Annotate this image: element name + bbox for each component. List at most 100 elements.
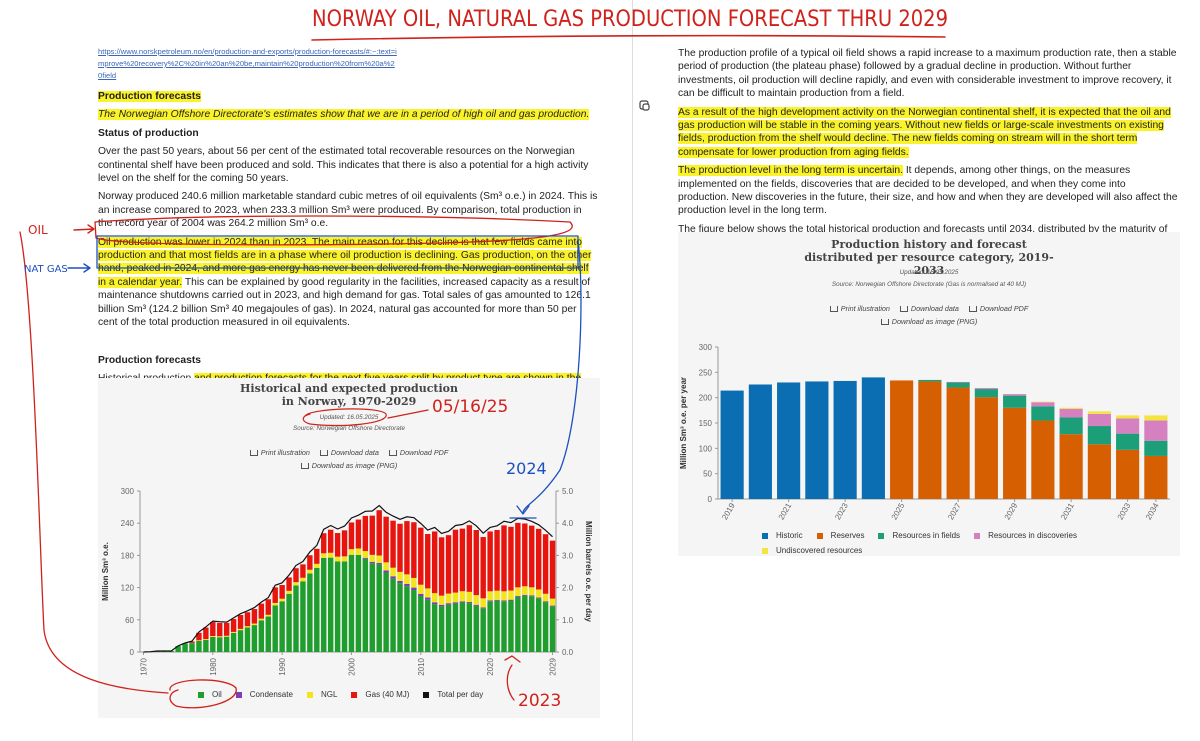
y-tick-label: 300 xyxy=(699,343,713,352)
bar xyxy=(258,603,265,619)
bar xyxy=(237,630,244,652)
bar xyxy=(459,528,466,592)
legend-item[interactable]: NGL xyxy=(306,687,337,702)
source-link[interactable]: https://www.norskpetroleum.no/en/product… xyxy=(98,47,397,80)
button-label[interactable]: Download as image (PNG) xyxy=(311,461,398,470)
bar xyxy=(918,379,942,382)
bar xyxy=(369,563,375,652)
x-tick-label: 1970 xyxy=(139,657,148,675)
bar xyxy=(861,377,885,499)
copilot-icon[interactable] xyxy=(638,99,652,113)
bar xyxy=(890,380,914,499)
bar xyxy=(522,594,528,596)
chart-buttons: Print illustration Download data Download … xyxy=(678,302,1180,328)
bar xyxy=(535,597,542,599)
bar xyxy=(438,537,445,596)
button-label[interactable]: Download as image (PNG) xyxy=(891,317,978,326)
bar xyxy=(535,598,542,652)
bar xyxy=(522,595,528,652)
button[interactable]: Download as image (PNG) xyxy=(880,315,978,328)
legend-swatch xyxy=(974,532,981,539)
button[interactable]: Download as image (PNG) xyxy=(300,459,398,472)
legend-item[interactable]: Resources in fields xyxy=(878,528,960,543)
bar xyxy=(473,604,479,606)
bar xyxy=(974,389,998,398)
button-label[interactable]: Download PDF xyxy=(399,448,449,457)
legend-item[interactable]: Condensate xyxy=(235,687,293,702)
button-label[interactable]: Print illustration xyxy=(840,304,890,313)
button-label[interactable]: Download data xyxy=(330,448,379,457)
bar xyxy=(390,576,396,579)
bar xyxy=(334,556,341,562)
chart-buttons: Print illustration Download data Download … xyxy=(98,446,600,472)
button-label[interactable]: Download data xyxy=(910,304,959,313)
text-run: The production profile of a typical oil … xyxy=(678,48,1177,100)
bar xyxy=(272,587,278,603)
bar xyxy=(362,551,369,558)
x-tick-label: 2020 xyxy=(486,657,495,675)
paragraph: The production level in the long term is… xyxy=(678,164,1178,218)
bar xyxy=(307,569,313,574)
button[interactable]: Download PDF xyxy=(968,302,1029,315)
bar xyxy=(418,527,424,585)
bar xyxy=(300,581,306,652)
bar xyxy=(494,590,500,600)
bar xyxy=(279,585,285,599)
text-run: Norway produced 240.6 million marketable… xyxy=(98,191,598,230)
bar xyxy=(189,641,195,643)
bar xyxy=(1116,449,1140,499)
bar xyxy=(223,635,230,637)
bar xyxy=(265,616,271,652)
bar xyxy=(411,590,417,652)
bar xyxy=(203,627,209,640)
y-axis-title: Million Sm³ o.e. per year xyxy=(679,377,688,469)
bar xyxy=(196,640,202,641)
bar xyxy=(445,535,452,594)
bar xyxy=(203,639,209,652)
bar xyxy=(515,596,521,652)
button[interactable]: Download data xyxy=(899,302,959,315)
bar xyxy=(549,606,556,652)
legend-item[interactable]: Undiscovered resources xyxy=(762,543,862,558)
bar xyxy=(473,595,479,605)
legend-swatch xyxy=(306,691,313,698)
button-label[interactable]: Download PDF xyxy=(979,304,1029,313)
button[interactable]: Print illustration xyxy=(829,302,890,315)
bar xyxy=(445,604,452,652)
bar xyxy=(230,619,237,632)
bar xyxy=(1059,417,1083,435)
right-column: The production profile of a typical oil … xyxy=(678,47,1178,255)
bar xyxy=(272,605,278,652)
bar xyxy=(334,533,341,557)
bar xyxy=(210,622,216,637)
bar xyxy=(418,593,424,596)
bar xyxy=(196,640,202,652)
legend-item[interactable]: Resources in discoveries xyxy=(974,528,1077,543)
legend-item[interactable]: Oil xyxy=(198,687,222,702)
lead: The Norwegian Offshore Directorate's est… xyxy=(98,109,590,121)
bar xyxy=(501,601,507,652)
chart-panel: 0 50 100 150 200 250 300 Million Sm³ o.e. per y… xyxy=(678,232,1180,556)
legend: Oil Condensate NGL Gas (40 MJ) Total per day xyxy=(198,687,497,702)
bar xyxy=(522,586,528,595)
paragraph: The production profile of a typical oil … xyxy=(678,47,1178,101)
bar xyxy=(1087,426,1111,445)
legend-item[interactable]: Gas (40 MJ) xyxy=(351,687,409,702)
legend-item[interactable]: Total per day xyxy=(423,687,483,702)
bar xyxy=(383,516,389,563)
button[interactable]: Download PDF xyxy=(388,446,449,459)
bar xyxy=(466,591,473,603)
bar xyxy=(383,570,389,573)
bar xyxy=(1116,433,1140,450)
legend-item[interactable]: Historic xyxy=(762,528,803,543)
pane-divider xyxy=(632,0,633,741)
button[interactable]: Download data xyxy=(319,446,379,459)
button[interactable]: Print illustration xyxy=(249,446,310,459)
bar xyxy=(230,632,237,652)
heading: Status of production xyxy=(98,127,199,139)
bar xyxy=(369,515,375,555)
button-label[interactable]: Print illustration xyxy=(260,448,310,457)
legend-item[interactable]: Reserves xyxy=(816,528,864,543)
x-tick-label: 2031 xyxy=(1059,501,1076,521)
x-tick-label: 1990 xyxy=(278,657,287,675)
